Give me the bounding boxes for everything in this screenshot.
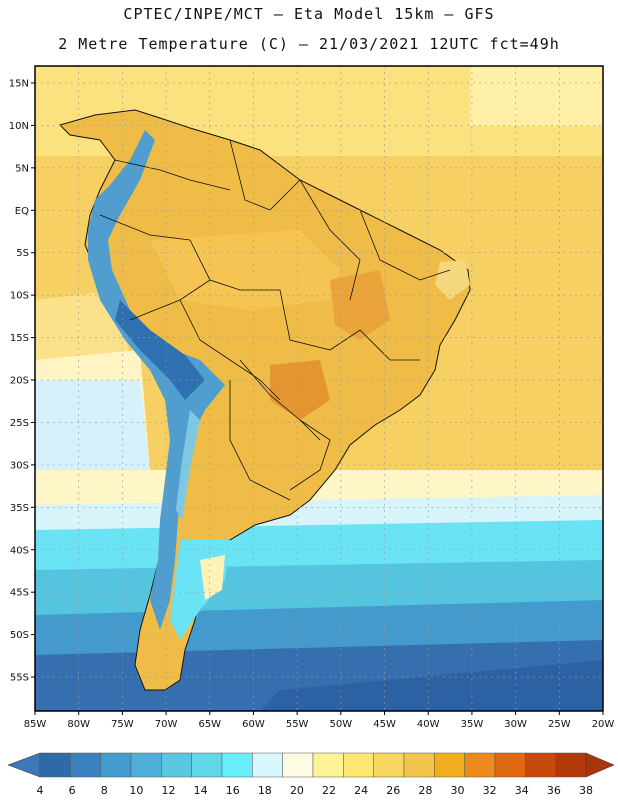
lat-tick-label: 40S	[10, 545, 29, 556]
country-borders	[99, 139, 451, 501]
colorbar-label: 34	[515, 784, 529, 797]
title-line-1: CPTEC/INPE/MCT – Eta Model 15km – GFS	[123, 5, 495, 23]
longitude-labels: 85W 80W 75W 70W 65W 60W 55W 50W 45W 40W 35W 30W 25W 2…	[24, 711, 615, 730]
colorbar-swatch	[130, 752, 162, 778]
deep-south-ocean	[260, 660, 603, 711]
lat-tick-label: 10S	[10, 291, 29, 302]
lat-tick-label: 10N	[9, 121, 29, 132]
colorbar-swatch	[434, 752, 465, 778]
lon-tick-label: 30W	[504, 719, 527, 730]
lon-tick-label: 80W	[67, 719, 90, 730]
lon-tick-label: 45W	[373, 719, 396, 730]
map-frame	[34, 65, 604, 712]
colorbar-label: 4	[37, 784, 44, 797]
colorbar-high-extend	[585, 752, 615, 778]
colorbar-label: 18	[258, 784, 272, 797]
lat-tick-label: EQ	[15, 206, 29, 217]
colorbar-label: 8	[101, 784, 108, 797]
colorbar-swatch	[373, 752, 405, 778]
lat-tick-label: 45S	[10, 588, 29, 599]
colorbar-label: 24	[354, 784, 368, 797]
lon-tick-label: 35W	[461, 719, 484, 730]
colorbar-label: 26	[386, 784, 400, 797]
title-line-2: 2 Metre Temperature (C) – 21/03/2021 12U…	[58, 35, 560, 53]
lat-tick-label: 20S	[10, 376, 29, 387]
colorbar-swatch	[525, 752, 556, 778]
ne-ocean-pale	[470, 66, 603, 126]
colorbar-label: 28	[418, 784, 432, 797]
colorbar-swatch	[39, 752, 71, 778]
amazon-warm	[150, 230, 340, 310]
colorbar-swatch	[191, 752, 223, 778]
lon-tick-label: 85W	[24, 719, 47, 730]
lon-tick-label: 55W	[286, 719, 309, 730]
latitude-labels: 15N 10N 5N EQ 5S 10S 15S 20S 25S 30S 35S 40S 45S 50S 5…	[9, 78, 35, 684]
lat-tick-label: 5S	[16, 248, 29, 259]
lon-tick-label: 75W	[111, 719, 134, 730]
colorbar: 4 6 8 10 12 14 16 18 20 22 24 26 28 30 32 34 36 38	[7, 752, 615, 797]
colorbar-swatch	[100, 752, 132, 778]
colorbar-label: 20	[290, 784, 304, 797]
colorbar-swatch	[70, 752, 101, 778]
colorbar-label: 32	[483, 784, 497, 797]
colorbar-low-extend	[7, 752, 41, 778]
lat-tick-label: 5N	[15, 163, 29, 174]
colorbar-label: 12	[161, 784, 175, 797]
colorbar-swatch	[312, 752, 344, 778]
colorbar-swatch	[343, 752, 374, 778]
patagonia-warm-pocket	[200, 555, 225, 600]
colorbar-label: 22	[322, 784, 336, 797]
colorbar-label: 14	[194, 784, 208, 797]
cerrado-hot	[330, 270, 390, 340]
lon-tick-label: 40W	[417, 719, 440, 730]
colorbar-swatch	[464, 752, 496, 778]
lat-tick-label: 15S	[10, 333, 29, 344]
colorbar-swatch	[403, 752, 435, 778]
lat-tick-label: 50S	[10, 630, 29, 641]
graticule	[34, 66, 604, 711]
colorbar-label: 10	[129, 784, 143, 797]
lat-tick-label: 35S	[10, 503, 29, 514]
colorbar-label: 6	[69, 784, 76, 797]
colorbar-label: 30	[451, 784, 465, 797]
altiplano-coldest	[115, 300, 205, 400]
lat-tick-label: 30S	[10, 460, 29, 471]
lat-tick-label: 25S	[10, 418, 29, 429]
pantanal-hot	[270, 360, 330, 420]
colorbar-swatch	[161, 752, 192, 778]
colorbar-swatch	[221, 752, 253, 778]
lat-tick-label: 55S	[10, 673, 29, 684]
lon-tick-label: 25W	[548, 719, 571, 730]
colorbar-swatch	[555, 752, 587, 778]
colorbar-swatch	[252, 752, 283, 778]
lon-tick-label: 65W	[198, 719, 221, 730]
ne-coast-mild	[435, 260, 470, 300]
colorbar-label: 16	[226, 784, 240, 797]
pacific-cool	[35, 380, 150, 480]
lon-tick-label: 50W	[330, 719, 353, 730]
colorbar-swatch	[494, 752, 526, 778]
lon-tick-label: 60W	[242, 719, 265, 730]
lon-tick-label: 70W	[155, 719, 178, 730]
temperature-field	[35, 66, 603, 711]
colorbar-label: 36	[547, 784, 561, 797]
colorbar-swatch	[282, 752, 314, 778]
andes-south-cool	[176, 410, 200, 520]
colorbar-label: 38	[579, 784, 593, 797]
lon-tick-label: 20W	[592, 719, 615, 730]
lat-tick-label: 15N	[9, 78, 29, 89]
